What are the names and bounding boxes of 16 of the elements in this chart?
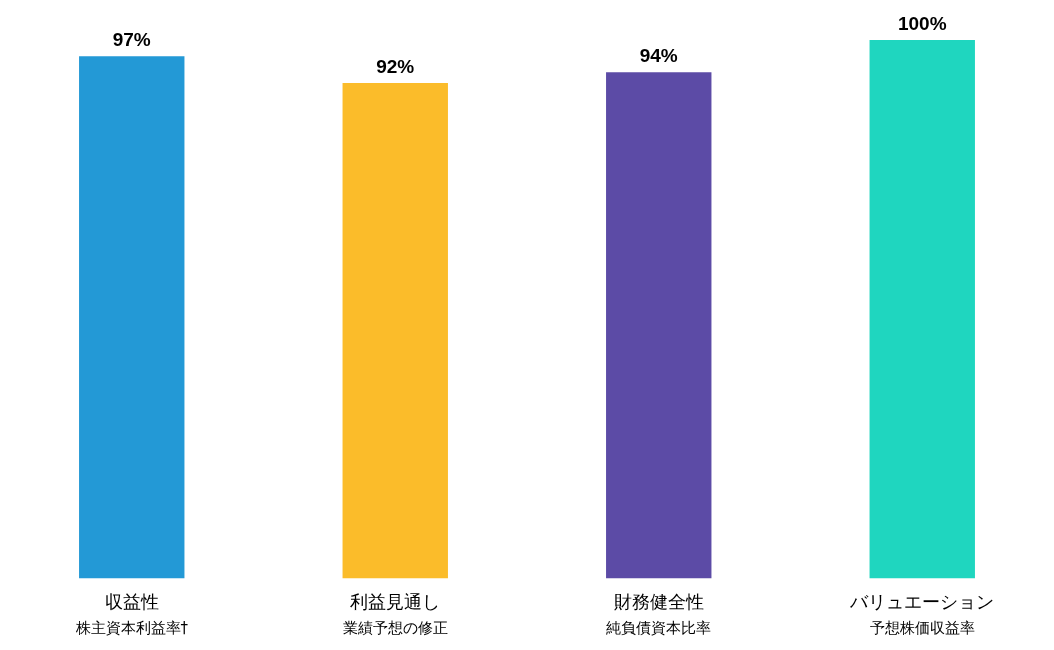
data-label: 97%: [112, 28, 151, 50]
data-label: 92%: [376, 55, 415, 77]
bar: [869, 40, 975, 579]
bar: [606, 72, 712, 579]
data-label: 100%: [897, 12, 947, 34]
x-tick-label: 収益性: [104, 590, 159, 612]
text: 純負債資本比率: [606, 619, 712, 638]
data-label: 94%: [639, 45, 678, 67]
x-tick-label: 利益見通し: [350, 590, 441, 612]
text: 予想株価収益率: [869, 619, 975, 638]
bar: [342, 83, 448, 579]
bar: [79, 56, 185, 579]
text: 株主資本利益率†: [74, 619, 189, 638]
x-tick-label: 財務健全性: [613, 590, 704, 612]
text: 業績予想の修正: [342, 619, 448, 638]
x-tick-label: バリュエーション: [849, 590, 995, 612]
